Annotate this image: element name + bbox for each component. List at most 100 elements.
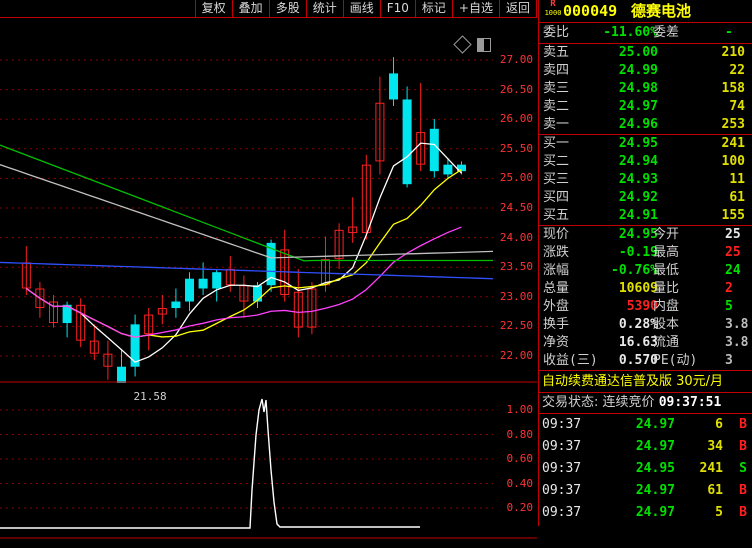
- price-axis-tick: 23.50: [499, 260, 533, 274]
- tick-direction: B: [739, 483, 747, 498]
- toolbar-diejia-button[interactable]: 叠加: [231, 0, 269, 17]
- stat-row: 涨跌 -0.19 最高 25: [539, 244, 752, 262]
- bid-price: 24.94: [618, 154, 658, 169]
- rating-letter: R: [550, 0, 556, 9]
- stat-value-2: 2: [725, 281, 733, 296]
- stat-label-2: 流通: [653, 335, 680, 350]
- tick-time: 09:37: [542, 483, 582, 498]
- panel-toggle-icon[interactable]: [477, 38, 491, 52]
- ask-row[interactable]: 卖一 24.96 253: [539, 116, 752, 134]
- stat-value-2: 3.8: [725, 317, 749, 332]
- ask-price: 24.96: [618, 117, 658, 132]
- stock-header: R 1000 000049 德赛电池: [539, 0, 752, 23]
- divider-bids: [539, 134, 752, 135]
- tick-qty: 6: [715, 417, 723, 432]
- toolbar-huaxian-button[interactable]: 画线: [342, 0, 380, 17]
- stat-value: 10609: [618, 281, 658, 296]
- bid-row[interactable]: 买一 24.95 241: [539, 135, 752, 153]
- tick-list[interactable]: 09:37 24.97 6 B 09:37 24.97 34 B 09:37 24.95 241 S 0…: [539, 414, 752, 524]
- bid-qty: 61: [729, 190, 745, 205]
- tick-direction: B: [739, 505, 747, 520]
- tick-row[interactable]: 09:37 24.97 5 B: [539, 502, 752, 524]
- price-axis-tick: 25.50: [499, 141, 533, 155]
- stat-label-2: 今开: [653, 227, 680, 242]
- bid-list: 买一 24.95 241 买二 24.94 100 买三 24.93 11 买四 24.92 61 买五…: [539, 135, 752, 225]
- tick-row[interactable]: 09:37 24.97 34 B: [539, 436, 752, 458]
- bid-price: 24.93: [618, 172, 658, 187]
- tick-row[interactable]: 09:37 24.95 241 S: [539, 458, 752, 480]
- tick-price: 24.97: [635, 417, 675, 432]
- stat-value: 24.95: [618, 227, 658, 242]
- tick-row[interactable]: 09:37 24.97 6 B: [539, 414, 752, 436]
- order-diff-label: 委差: [653, 25, 680, 40]
- tick-qty: 241: [699, 461, 723, 476]
- ask-row[interactable]: 卖二 24.97 74: [539, 98, 752, 116]
- ask-row[interactable]: 卖四 24.99 22: [539, 62, 752, 80]
- stat-label: 现价: [543, 227, 570, 242]
- price-axis-tick: 24.50: [499, 201, 533, 214]
- stat-value-2: 24: [725, 263, 741, 278]
- order-ratio-row: 委比 -11.60% 委差 -: [539, 23, 752, 43]
- volume-axis-tick: 1.00: [506, 403, 534, 416]
- tick-price: 24.97: [635, 483, 675, 498]
- stat-row: 涨幅 -0.76% 最低 24: [539, 262, 752, 280]
- bid-row[interactable]: 买三 24.93 11: [539, 171, 752, 189]
- price-axis-tick: 22.00: [499, 349, 533, 362]
- divider-asks: [539, 43, 752, 44]
- rating-badge: R 1000: [544, 0, 562, 17]
- price-axis-tick: 23.00: [499, 289, 533, 303]
- toolbar-fuquan-button[interactable]: 复权: [194, 0, 232, 17]
- ad-banner[interactable]: 自动续费通达信普及版 30元/月: [539, 370, 752, 393]
- tick-qty: 61: [707, 483, 723, 498]
- toolbar-duogu-button[interactable]: 多股: [268, 0, 306, 17]
- stat-row: 净资 16.63 流通 3.8: [539, 334, 752, 352]
- stat-label: 收益(三): [543, 353, 598, 368]
- low-price-annotation: 21.58: [133, 389, 167, 403]
- volume-indicator-chart[interactable]: 1.00 0.80 0.60 0.40 0.20: [0, 384, 537, 544]
- tick-direction: S: [739, 461, 747, 476]
- ask-label: 卖二: [543, 99, 570, 114]
- bid-row[interactable]: 买五 24.91 155: [539, 207, 752, 225]
- stat-value: -0.76%: [611, 263, 658, 278]
- candlestick-canvas: [0, 57, 537, 401]
- stat-label: 净资: [543, 335, 570, 350]
- ask-qty: 210: [721, 45, 745, 60]
- ask-qty: 253: [721, 117, 745, 132]
- trade-status-label: 交易状态:: [542, 395, 599, 410]
- price-axis-tick: 22.50: [499, 319, 533, 333]
- stat-label: 外盘: [543, 299, 570, 314]
- tick-price: 24.97: [635, 505, 675, 520]
- ask-price: 24.99: [618, 63, 658, 78]
- ask-row[interactable]: 卖三 24.98 158: [539, 80, 752, 98]
- toolbar-f10-button[interactable]: F10: [379, 0, 415, 17]
- price-axis-tick: 24.00: [499, 230, 533, 244]
- toolbar-back-button[interactable]: 返回: [498, 0, 537, 17]
- diamond-icon[interactable]: [453, 35, 472, 54]
- stat-value-2: 3.8: [725, 335, 749, 350]
- volume-axis-tick: 0.40: [506, 476, 534, 490]
- bid-row[interactable]: 买四 24.92 61: [539, 189, 752, 207]
- ask-label: 卖一: [543, 117, 570, 132]
- toolbar-add-to-watchlist-button[interactable]: +自选: [451, 0, 499, 17]
- bid-qty: 100: [721, 154, 745, 169]
- tick-price: 24.95: [635, 461, 675, 476]
- stat-value: -0.19: [618, 245, 658, 260]
- stat-label-2: PE(动): [653, 353, 698, 368]
- trade-status-state: 连续竞价: [602, 395, 655, 410]
- tick-row[interactable]: 09:37 24.97 61 B: [539, 480, 752, 502]
- tick-time: 09:37: [542, 439, 582, 454]
- chart-pane[interactable]: 27.00 26.50 26.00 25.50 25.00 24.50 24.00 23.50…: [0, 18, 537, 539]
- tick-qty: 34: [707, 439, 723, 454]
- candlestick-chart[interactable]: 27.00 26.50 26.00 25.50 25.00 24.50 24.00 23.50…: [0, 18, 537, 403]
- toolbar-biaoji-button[interactable]: 标记: [414, 0, 452, 17]
- price-axis-tick: 26.00: [499, 112, 533, 126]
- ask-row[interactable]: 卖五 25.00 210: [539, 44, 752, 62]
- top-toolbar: 复权 叠加 多股 统计 画线 F10 标记 +自选 返回: [0, 0, 537, 18]
- bid-label: 买四: [543, 190, 570, 205]
- tick-direction: B: [739, 417, 747, 432]
- bid-row[interactable]: 买二 24.94 100: [539, 153, 752, 171]
- stat-value-2: 25: [725, 227, 741, 242]
- bid-label: 买五: [543, 208, 570, 223]
- toolbar-tongji-button[interactable]: 统计: [305, 0, 343, 17]
